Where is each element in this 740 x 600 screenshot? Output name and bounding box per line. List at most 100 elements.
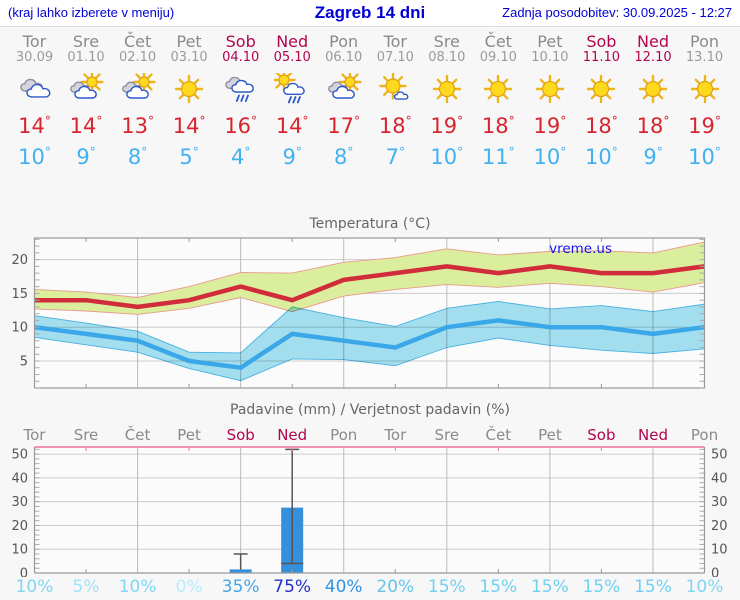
precip-y-tick-label-right: 50: [711, 448, 728, 463]
precip-y-tick-label-right: 20: [711, 519, 728, 534]
forecast-day-column: Čet 02.10 13° 8°: [111, 33, 165, 170]
day-date: 01.10: [67, 50, 105, 65]
precip-day-label: Tor: [384, 426, 407, 444]
day-name: Sre: [72, 32, 100, 51]
precip-y-tick-label-left: 50: [11, 448, 28, 463]
partly-cloudy-icon: [327, 73, 362, 99]
sunny-icon: [587, 74, 616, 104]
min-temperature: 10°: [533, 145, 567, 169]
precip-day-label: Čet: [124, 426, 151, 444]
precip-day-label: Pet: [177, 426, 201, 444]
precip-probability: 40%: [324, 577, 363, 597]
min-temperature: 5°: [179, 145, 199, 169]
day-name: Čet: [123, 32, 152, 51]
precip-day-label: Pon: [690, 426, 719, 444]
precip-y-tick-label-right: 40: [711, 471, 728, 486]
max-temperature: 17°: [327, 114, 361, 138]
precip-probability: 5%: [72, 577, 100, 597]
sunny-icon: [690, 74, 719, 104]
last-update-text: Zadnja posodobitev: 30.09.2025 - 12:27: [502, 5, 732, 20]
precip-probability: 15%: [530, 577, 569, 597]
temperature-chart: 5 10 15 20 vreme.us: [11, 237, 706, 389]
sunny-icon: [484, 74, 513, 104]
mostly-sunny-icon: [379, 73, 409, 100]
max-temperature: 16°: [224, 114, 258, 138]
day-date: 02.10: [118, 50, 157, 65]
min-temperature: 9°: [76, 145, 96, 169]
max-temperature: 14°: [69, 114, 103, 138]
precip-y-tick-label-left: 10: [11, 543, 28, 558]
cloudy-icon: [19, 78, 50, 98]
sunny-icon: [432, 74, 461, 104]
min-temperature: 10°: [430, 145, 464, 169]
forecast-day-column: Sob 11.10 18° 10°: [574, 33, 628, 170]
location-menu-hint: (kraj lahko izberete v meniju): [8, 5, 175, 20]
max-temperature: 18°: [636, 114, 670, 138]
precip-day-label: Ned: [638, 426, 668, 444]
precip-probability: 10%: [685, 577, 724, 597]
forecast-day-column: Pon 06.10 17° 8°: [317, 33, 371, 170]
max-temperature: 18°: [585, 114, 618, 138]
day-name: Tor: [22, 32, 47, 51]
precipitation-chart-title: Padavine (mm) / Verjetnost padavin (%): [230, 402, 510, 418]
day-date: 04.10: [222, 50, 260, 65]
precip-y-tick-label-right: 10: [711, 543, 728, 558]
max-temperature: 13°: [121, 114, 154, 138]
temp-y-tick-label: 5: [20, 354, 28, 369]
precip-probability: 15%: [634, 577, 672, 597]
precip-day-label: Ned: [277, 426, 308, 444]
min-temperature: 7°: [385, 145, 405, 169]
precip-probability: 15%: [479, 577, 518, 597]
precip-probability: 15%: [427, 577, 466, 597]
page-title: Zagreb 14 dni: [314, 3, 426, 22]
sunny-icon: [174, 74, 204, 104]
forecast-day-column: Tor 30.09 14° 10°: [8, 33, 62, 170]
forecast-day-column: Ned 05.10 14° 9°: [265, 33, 319, 170]
max-temperature: 19°: [533, 114, 567, 138]
min-temperature: 8°: [127, 145, 148, 169]
watermark-vreme-us: vreme.us: [549, 241, 612, 257]
day-date: 06.10: [325, 50, 363, 65]
max-temp-line: [34, 264, 705, 310]
day-name: Pet: [176, 32, 202, 51]
max-temperature: 18°: [378, 114, 412, 138]
precip-day-label: Tor: [23, 426, 46, 444]
temperature-chart-title: Temperatura (°C): [309, 216, 431, 232]
min-temperature: 10°: [18, 145, 51, 169]
precip-y-tick-label-left: 0: [20, 567, 28, 578]
partly-cloudy-icon: [70, 73, 104, 99]
max-temperature: 18°: [481, 114, 515, 138]
precip-day-label: Sob: [226, 426, 255, 444]
min-temperature: 10°: [585, 145, 618, 169]
day-date: 30.09: [15, 50, 54, 65]
day-date: 12.10: [634, 50, 672, 65]
precip-probability: 0%: [175, 577, 203, 597]
min-temperature: 11°: [481, 145, 515, 169]
precipitation-chart: 0 0 10 10 20 20 30 30 40 40 50 50: [11, 446, 728, 578]
precip-probability: 20%: [376, 577, 415, 597]
temp-y-tick-label: 10: [11, 321, 28, 336]
day-name: Ned: [637, 32, 669, 51]
day-name: Pet: [537, 32, 563, 51]
day-date: 03.10: [170, 50, 208, 65]
min-temperature: 4°: [231, 145, 251, 169]
precip-probability: 10%: [118, 577, 157, 597]
day-date: 05.10: [273, 50, 311, 65]
sun-rain-icon: [274, 73, 305, 104]
day-name: Sob: [586, 32, 617, 51]
precip-y-tick-label-right: 0: [711, 567, 719, 578]
precip-y-tick-label-left: 40: [11, 471, 28, 486]
day-name: Sob: [225, 32, 256, 51]
header-bar: (kraj lahko izberete v meniju) Zagreb 14…: [0, 0, 740, 27]
day-name: Pon: [689, 32, 719, 51]
precip-y-tick-label-right: 30: [711, 495, 728, 510]
day-name: Pon: [329, 32, 359, 51]
forecast-day-column: Pon 13.10 19° 10°: [678, 33, 732, 170]
max-temperature: 19°: [688, 114, 721, 138]
temp-y-tick-label: 20: [11, 253, 28, 268]
max-temperature: 14°: [172, 114, 206, 138]
precip-bar-sob: [229, 569, 252, 573]
sunny-icon: [535, 74, 565, 104]
precip-probability: 10%: [15, 577, 54, 597]
day-date: 08.10: [428, 50, 466, 65]
